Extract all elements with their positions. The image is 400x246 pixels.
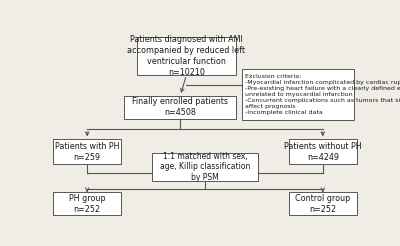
- FancyBboxPatch shape: [53, 139, 121, 164]
- FancyBboxPatch shape: [289, 139, 357, 164]
- Text: Patients with PH
n=259: Patients with PH n=259: [55, 142, 120, 162]
- FancyBboxPatch shape: [137, 37, 236, 75]
- Text: Finally enrolled patients
n=4508: Finally enrolled patients n=4508: [132, 97, 228, 117]
- Text: PH group
n=252: PH group n=252: [69, 194, 106, 214]
- FancyBboxPatch shape: [53, 192, 121, 215]
- FancyBboxPatch shape: [242, 69, 354, 121]
- Text: 1:1 matched with sex,
age, Killip classification
by PSM: 1:1 matched with sex, age, Killip classi…: [160, 152, 250, 182]
- FancyBboxPatch shape: [152, 153, 258, 181]
- FancyBboxPatch shape: [289, 192, 357, 215]
- Text: Patients without PH
n=4249: Patients without PH n=4249: [284, 142, 362, 162]
- Text: Exclusion criteria:
-Myocardial infarction complicated by cardiac rupture
-Pre-e: Exclusion criteria: -Myocardial infarcti…: [245, 74, 400, 115]
- FancyBboxPatch shape: [124, 96, 236, 119]
- Text: Patients diagnosed with AMI
accompanied by reduced left
ventricular function
n=1: Patients diagnosed with AMI accompanied …: [127, 35, 246, 77]
- Text: Control group
n=252: Control group n=252: [295, 194, 350, 214]
